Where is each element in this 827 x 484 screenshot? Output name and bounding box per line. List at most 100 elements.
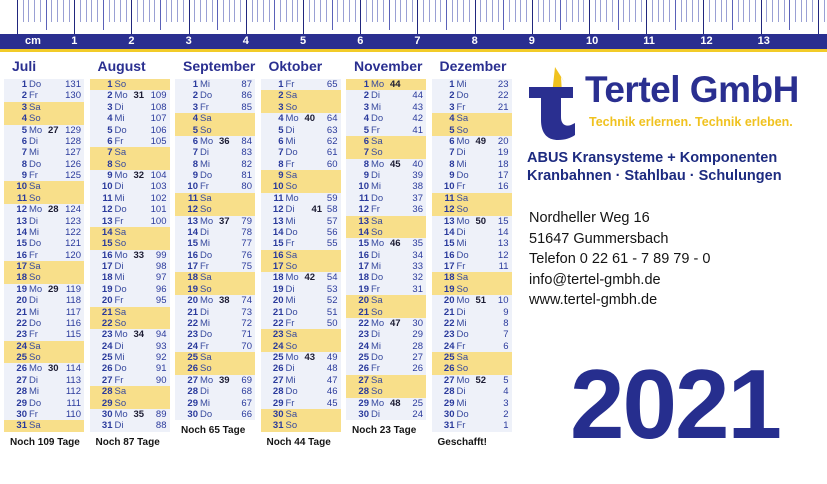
day-row[interactable]: 27 Mi 47 bbox=[260, 374, 341, 387]
day-row[interactable]: 2 Sa bbox=[260, 90, 341, 102]
day-row[interactable]: 19 Mo 29 119 bbox=[4, 283, 84, 296]
day-row[interactable]: 9 Fr 125 bbox=[4, 170, 84, 182]
day-row[interactable]: 6 Fr 105 bbox=[89, 135, 170, 148]
day-row[interactable]: 3 Sa bbox=[4, 101, 84, 114]
day-row[interactable]: 11 So bbox=[4, 192, 84, 205]
day-row[interactable]: 26 Di 48 bbox=[260, 363, 341, 375]
day-row[interactable]: 6 Mo 36 84 bbox=[175, 135, 255, 148]
day-row[interactable]: 19 So bbox=[431, 283, 512, 296]
day-row[interactable]: 24 Mi 28 bbox=[346, 340, 426, 352]
day-row[interactable]: 26 So bbox=[431, 363, 512, 375]
day-row[interactable]: 12 Fr 36 bbox=[346, 204, 426, 216]
day-row[interactable]: 18 Do 32 bbox=[346, 272, 426, 284]
day-row[interactable]: 17 Fr 11 bbox=[431, 261, 512, 273]
day-row[interactable]: 25 Mo 43 49 bbox=[260, 352, 341, 364]
day-row[interactable]: 8 Mi 18 bbox=[431, 158, 512, 170]
address-website[interactable]: www.tertel-gmbh.de bbox=[529, 292, 658, 308]
day-row[interactable]: 26 Do 91 bbox=[89, 363, 170, 375]
day-row[interactable]: 3 Mi 43 bbox=[346, 101, 426, 114]
day-row[interactable]: 24 Di 93 bbox=[89, 340, 170, 352]
day-row[interactable]: 1 Mi 23 bbox=[431, 79, 512, 91]
day-row[interactable]: 16 Di 34 bbox=[346, 249, 426, 261]
day-row[interactable]: 23 Fr 115 bbox=[4, 329, 84, 341]
day-row[interactable]: 29 So bbox=[89, 397, 170, 409]
day-row[interactable]: 9 Di 39 bbox=[346, 170, 426, 182]
day-row[interactable]: 12 So bbox=[431, 204, 512, 216]
day-row[interactable]: 13 Mi 57 bbox=[260, 215, 341, 227]
day-row[interactable]: 16 Sa bbox=[260, 249, 341, 261]
day-row[interactable]: 20 Di 118 bbox=[4, 295, 84, 307]
day-row[interactable]: 9 Do 17 bbox=[431, 170, 512, 182]
day-row[interactable]: 14 Mi 122 bbox=[4, 226, 84, 239]
day-row[interactable]: 2 Mo 31 109 bbox=[89, 90, 170, 102]
day-row[interactable]: 27 Mo 39 69 bbox=[175, 374, 255, 387]
day-row[interactable]: 10 Sa bbox=[4, 181, 84, 193]
day-row[interactable]: 27 Fr 90 bbox=[89, 374, 170, 387]
day-row[interactable]: 22 So bbox=[89, 317, 170, 330]
day-row[interactable]: 22 Mi 8 bbox=[431, 317, 512, 330]
day-row[interactable]: 14 Sa bbox=[89, 226, 170, 239]
day-row[interactable]: 1 So bbox=[89, 79, 170, 91]
day-row[interactable]: 23 Mo 34 94 bbox=[89, 329, 170, 341]
day-row[interactable]: 22 Do 116 bbox=[4, 317, 84, 330]
day-row[interactable]: 7 Di 83 bbox=[175, 147, 255, 159]
day-row[interactable]: 2 Fr 130 bbox=[4, 90, 84, 102]
day-row[interactable]: 19 Do 96 bbox=[89, 283, 170, 296]
day-row[interactable]: 18 Mi 97 bbox=[89, 272, 170, 284]
day-row[interactable]: 13 Sa bbox=[346, 215, 426, 227]
day-row[interactable]: 14 Di 78 bbox=[175, 226, 255, 239]
day-row[interactable]: 12 Do 101 bbox=[89, 204, 170, 216]
day-row[interactable]: 5 Di 63 bbox=[260, 124, 341, 136]
day-row[interactable]: 16 Mo 33 99 bbox=[89, 249, 170, 261]
day-row[interactable]: 12 So bbox=[175, 204, 255, 216]
day-row[interactable]: 27 Sa bbox=[346, 374, 426, 387]
day-row[interactable]: 7 Di 19 bbox=[431, 147, 512, 159]
day-row[interactable]: 7 Do 61 bbox=[260, 147, 341, 159]
day-row[interactable]: 24 Sa bbox=[4, 340, 84, 352]
day-row[interactable]: 23 Di 29 bbox=[346, 329, 426, 341]
day-row[interactable]: 31 Fr 1 bbox=[431, 420, 512, 432]
day-row[interactable]: 2 Do 86 bbox=[175, 90, 255, 102]
day-row[interactable]: 13 Fr 100 bbox=[89, 215, 170, 227]
day-row[interactable]: 15 Mi 77 bbox=[175, 238, 255, 250]
day-row[interactable]: 30 Do 66 bbox=[175, 408, 255, 421]
day-row[interactable]: 2 Do 22 bbox=[431, 90, 512, 102]
day-row[interactable]: 22 Mi 72 bbox=[175, 317, 255, 330]
day-row[interactable]: 7 Sa bbox=[89, 147, 170, 159]
day-row[interactable]: 17 So bbox=[260, 261, 341, 273]
day-row[interactable]: 15 Mi 13 bbox=[431, 238, 512, 250]
day-row[interactable]: 8 Mo 45 40 bbox=[346, 158, 426, 170]
day-row[interactable]: 28 Sa bbox=[89, 386, 170, 398]
day-row[interactable]: 29 Do 111 bbox=[4, 397, 84, 409]
day-row[interactable]: 31 Sa bbox=[4, 420, 84, 432]
day-row[interactable]: 12 Di 41 58 bbox=[260, 204, 341, 216]
day-row[interactable]: 3 Fr 21 bbox=[431, 101, 512, 114]
day-row[interactable]: 10 Fr 80 bbox=[175, 181, 255, 193]
day-row[interactable]: 30 Do 2 bbox=[431, 408, 512, 421]
day-row[interactable]: 20 Fr 95 bbox=[89, 295, 170, 307]
day-row[interactable]: 4 Sa bbox=[175, 113, 255, 125]
day-row[interactable]: 4 So bbox=[4, 113, 84, 125]
day-row[interactable]: 25 Sa bbox=[431, 352, 512, 364]
day-row[interactable]: 28 So bbox=[346, 386, 426, 398]
day-row[interactable]: 27 Di 113 bbox=[4, 374, 84, 387]
day-row[interactable]: 1 Fr 65 bbox=[260, 79, 341, 91]
day-row[interactable]: 7 So bbox=[346, 147, 426, 159]
day-row[interactable]: 8 Do 126 bbox=[4, 158, 84, 170]
day-row[interactable]: 19 Fr 31 bbox=[346, 283, 426, 296]
day-row[interactable]: 26 So bbox=[175, 363, 255, 375]
day-row[interactable]: 11 Sa bbox=[175, 192, 255, 205]
day-row[interactable]: 6 Mo 49 20 bbox=[431, 135, 512, 148]
day-row[interactable]: 14 So bbox=[346, 226, 426, 239]
day-row[interactable]: 16 Fr 120 bbox=[4, 249, 84, 261]
day-row[interactable]: 19 So bbox=[175, 283, 255, 296]
day-row[interactable]: 29 Fr 45 bbox=[260, 397, 341, 409]
day-row[interactable]: 11 Mi 102 bbox=[89, 192, 170, 205]
day-row[interactable]: 28 Mi 112 bbox=[4, 386, 84, 398]
day-row[interactable]: 6 Di 128 bbox=[4, 135, 84, 148]
day-row[interactable]: 16 Do 76 bbox=[175, 249, 255, 261]
day-row[interactable]: 12 Mo 28 124 bbox=[4, 204, 84, 216]
day-row[interactable]: 6 Sa bbox=[346, 135, 426, 148]
day-row[interactable]: 24 Fr 70 bbox=[175, 340, 255, 352]
day-row[interactable]: 30 Sa bbox=[260, 408, 341, 421]
